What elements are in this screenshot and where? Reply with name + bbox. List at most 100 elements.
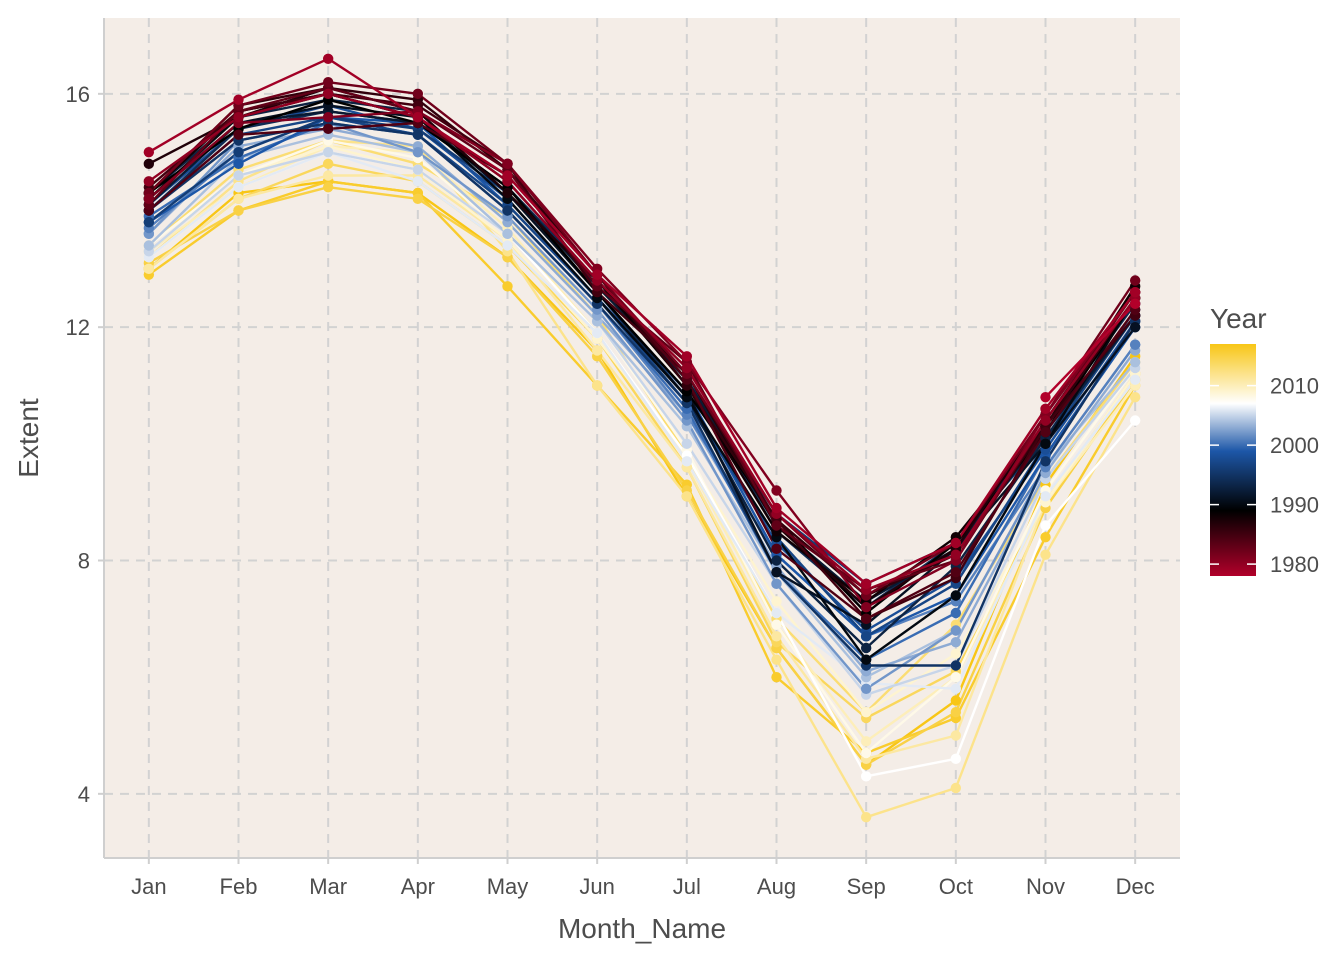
data-point-1979-May bbox=[502, 170, 513, 181]
data-point-1982-Dec bbox=[1129, 275, 1141, 286]
data-point-2002-Sep bbox=[860, 683, 872, 695]
data-point-1984-Mar bbox=[322, 123, 334, 135]
series-line-1980 bbox=[148, 92, 1137, 591]
data-point-1983-Aug bbox=[771, 520, 782, 531]
data-point-1995-Apr bbox=[412, 129, 424, 140]
x-tick-label: Oct bbox=[939, 874, 973, 899]
data-point-1995-Nov bbox=[1040, 456, 1051, 467]
data-point-2001-Dec bbox=[1129, 339, 1141, 350]
series-line-2011 bbox=[148, 174, 1137, 760]
legend-tick-label: 2010 bbox=[1270, 374, 1319, 399]
plot-panel bbox=[104, 18, 1180, 858]
y-tick-labels: 4 8 12 16 bbox=[66, 82, 90, 807]
data-point-2008-Sep bbox=[860, 747, 872, 759]
data-point-1981-May bbox=[502, 158, 513, 170]
series-line-2008 bbox=[148, 139, 1137, 755]
y-tick-label: 8 bbox=[78, 549, 90, 574]
data-point-1993-Aug bbox=[771, 555, 782, 566]
data-point-2012-Nov bbox=[1040, 549, 1051, 560]
data-point-2004-May bbox=[502, 228, 513, 240]
legend-ticks: 1980 1990 2000 2010 bbox=[1210, 374, 1319, 577]
data-point-2009-Sep bbox=[860, 706, 872, 718]
data-point-1979-Oct bbox=[950, 537, 962, 549]
data-point-1981-Sep bbox=[860, 601, 872, 613]
x-tick-label: Apr bbox=[401, 874, 435, 899]
axes bbox=[98, 18, 1180, 864]
data-point-2004-Jan bbox=[143, 240, 155, 251]
data-point-1981-Jan bbox=[143, 193, 155, 205]
data-point-1979-Feb bbox=[233, 94, 244, 105]
series-line-1995 bbox=[148, 121, 1137, 667]
data-point-2011-Jun bbox=[591, 345, 603, 356]
data-point-2006-Oct bbox=[950, 683, 962, 695]
x-tick-label: May bbox=[487, 874, 529, 899]
series-line-1979 bbox=[148, 57, 1137, 585]
data-point-1984-Sep bbox=[860, 613, 872, 625]
data-point-1990-Nov bbox=[1040, 438, 1051, 450]
data-point-2007-Dec bbox=[1129, 415, 1141, 426]
x-axis-title: Month_Name bbox=[558, 913, 726, 944]
data-point-2006-Feb bbox=[233, 181, 244, 193]
data-point-2007-Sep bbox=[860, 771, 872, 782]
data-point-1980-Feb bbox=[233, 111, 244, 123]
legend-colorbar bbox=[1210, 344, 1256, 576]
data-point-2007-Oct bbox=[950, 753, 962, 765]
x-tick-label: Nov bbox=[1026, 874, 1065, 899]
x-tick-label: Jul bbox=[673, 874, 701, 899]
data-point-1995-Oct bbox=[950, 660, 962, 671]
data-point-2017-Oct bbox=[950, 695, 962, 706]
data-point-2011-Jan bbox=[143, 263, 155, 275]
data-point-1979-Jul bbox=[681, 351, 693, 362]
data-point-2010-Sep bbox=[860, 736, 872, 747]
data-point-2015-Oct bbox=[950, 706, 962, 718]
data-point-2009-Oct bbox=[950, 648, 962, 660]
data-point-1987-May bbox=[502, 187, 513, 199]
data-point-2006-Nov bbox=[1040, 491, 1051, 502]
data-point-2000-Oct bbox=[950, 607, 962, 619]
series-points bbox=[143, 53, 1141, 823]
series-line-1997 bbox=[148, 116, 1137, 638]
data-point-1982-Mar bbox=[322, 76, 334, 88]
y-axis-title: Extent bbox=[13, 398, 44, 478]
data-point-1980-Mar bbox=[322, 88, 334, 100]
series-line-2014 bbox=[148, 162, 1137, 720]
data-point-1979-Jun bbox=[591, 269, 603, 280]
x-tick-label: Dec bbox=[1116, 874, 1155, 899]
data-point-1997-Sep bbox=[860, 631, 872, 642]
year-legend: Year 1980 1990 2000 2010 bbox=[1210, 303, 1319, 577]
x-tick-label: Feb bbox=[220, 874, 258, 899]
data-point-2012-Sep bbox=[860, 811, 872, 823]
data-point-2005-Apr bbox=[412, 164, 424, 175]
data-point-1984-Oct bbox=[950, 566, 962, 578]
legend-tick-label: 2000 bbox=[1270, 433, 1319, 458]
data-point-2004-Dec bbox=[1129, 356, 1141, 368]
data-point-1996-Jan bbox=[143, 216, 155, 228]
data-point-1980-Nov bbox=[1040, 415, 1051, 426]
y-tick-label: 12 bbox=[66, 315, 90, 340]
data-point-1980-Oct bbox=[950, 549, 962, 560]
data-point-2002-Apr bbox=[412, 146, 424, 158]
legend-tick-label: 1990 bbox=[1270, 493, 1319, 518]
legend-tick-label: 1980 bbox=[1270, 552, 1319, 577]
series-line-1993 bbox=[148, 98, 1137, 650]
data-point-1978-Dec bbox=[1129, 298, 1141, 310]
data-point-2016-Nov bbox=[1040, 531, 1051, 543]
x-tick-label: Jan bbox=[131, 874, 166, 899]
data-point-2015-Feb bbox=[233, 205, 244, 216]
data-point-2009-Aug bbox=[771, 596, 782, 607]
series-line-1984 bbox=[148, 121, 1137, 620]
data-point-2005-Mar bbox=[322, 146, 334, 158]
data-point-2015-Mar bbox=[322, 181, 334, 193]
data-point-1979-Aug bbox=[771, 502, 782, 514]
data-point-1979-Apr bbox=[412, 111, 424, 123]
data-point-1984-Feb bbox=[233, 129, 244, 140]
data-point-1979-Jan bbox=[143, 146, 155, 158]
data-point-2005-Jul bbox=[681, 438, 693, 450]
data-point-2011-Aug bbox=[771, 631, 782, 642]
data-point-1981-Aug bbox=[771, 485, 782, 496]
x-tick-label: Mar bbox=[309, 874, 347, 899]
data-point-2011-Mar bbox=[322, 170, 334, 181]
data-point-2006-Aug bbox=[771, 607, 782, 619]
data-point-1990-Sep bbox=[860, 654, 872, 665]
data-point-1980-Jul bbox=[681, 362, 693, 374]
